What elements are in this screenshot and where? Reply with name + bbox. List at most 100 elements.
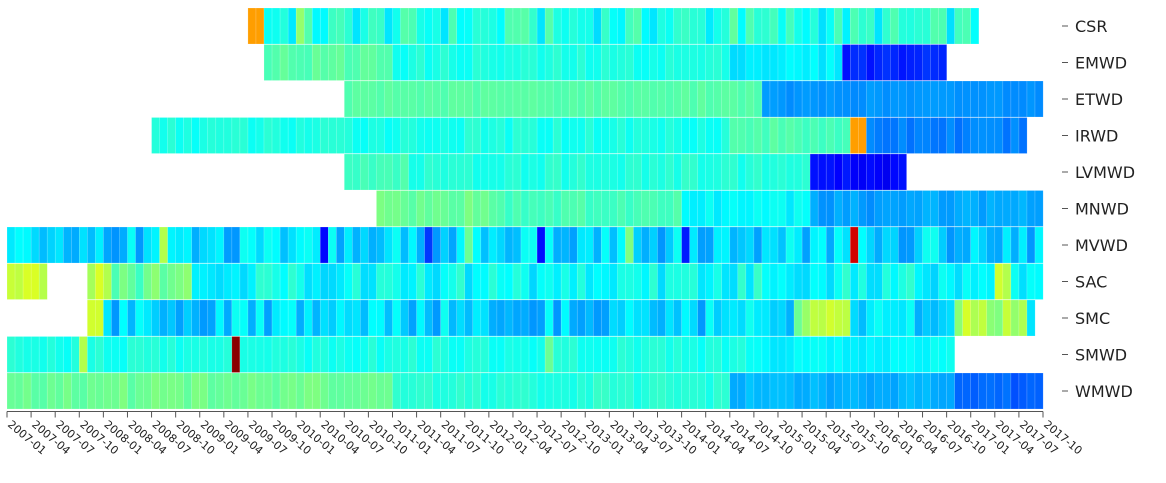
- heatmap-cell: [938, 44, 948, 81]
- heatmap-cell: [520, 190, 530, 227]
- heatmap-cell: [898, 336, 907, 373]
- heatmap-cell: [384, 226, 393, 264]
- heatmap-cell: [576, 226, 586, 264]
- heatmap-cell: [729, 299, 739, 337]
- y-tick-label: SAC: [1075, 273, 1107, 292]
- heatmap-cell: [729, 190, 739, 227]
- heatmap-cell: [785, 117, 795, 154]
- heatmap-cell: [938, 117, 948, 154]
- heatmap-cell: [271, 117, 281, 154]
- heatmap-cell: [914, 263, 923, 300]
- heatmap-cell: [480, 7, 490, 45]
- heatmap-cell: [159, 299, 169, 337]
- heatmap-cell: [352, 117, 361, 154]
- heatmap-cell: [271, 299, 281, 337]
- heatmap-cell: [1002, 299, 1012, 337]
- heatmap-cell: [552, 226, 562, 264]
- heatmap-cell: [480, 80, 490, 118]
- heatmap-cell: [930, 7, 940, 45]
- heatmap-cell: [721, 117, 731, 154]
- heatmap-cell: [657, 190, 666, 227]
- heatmap-cell: [536, 117, 546, 154]
- heatmap-cell: [416, 153, 426, 191]
- heatmap-cell: [930, 44, 940, 81]
- heatmap-cell: [95, 226, 104, 264]
- heatmap-cell: [689, 190, 699, 227]
- heatmap-cell: [376, 263, 385, 300]
- heatmap-cell: [825, 299, 835, 337]
- heatmap-cell: [833, 372, 843, 410]
- heatmap-cell: [713, 117, 723, 154]
- heatmap-cell: [223, 263, 233, 300]
- heatmap-cell: [568, 299, 578, 337]
- heatmap-cell: [761, 372, 771, 410]
- heatmap-cell: [6, 226, 16, 264]
- heatmap-cell: [143, 263, 152, 300]
- heatmap-cell: [850, 44, 859, 81]
- heatmap-cell: [103, 263, 112, 300]
- heatmap-cell: [520, 117, 530, 154]
- heatmap-cell: [520, 226, 530, 264]
- heatmap-cell: [850, 372, 859, 410]
- heatmap-cell: [817, 117, 827, 154]
- heatmap-cell: [480, 117, 490, 154]
- heatmap-cell: [617, 372, 626, 410]
- heatmap-cell: [1034, 263, 1044, 300]
- heatmap-cell: [866, 372, 875, 410]
- heatmap-cell: [938, 80, 948, 118]
- heatmap-cell: [95, 263, 104, 300]
- heatmap-cell: [809, 80, 819, 118]
- heatmap-cell: [119, 372, 128, 410]
- heatmap-cell: [721, 336, 731, 373]
- heatmap-cell: [46, 372, 56, 410]
- heatmap-cell: [737, 336, 747, 373]
- heatmap-cell: [400, 372, 409, 410]
- heatmap-cell: [930, 226, 940, 264]
- heatmap-cell: [143, 226, 152, 264]
- heatmap-cell: [745, 226, 755, 264]
- heatmap-cell: [906, 117, 915, 154]
- heatmap-cell: [303, 263, 313, 300]
- heatmap-cell: [223, 117, 233, 154]
- heatmap-cell: [472, 190, 482, 227]
- heatmap-cell: [319, 336, 329, 373]
- heatmap-cell: [432, 153, 442, 191]
- heatmap-cell: [938, 7, 948, 45]
- heatmap-cell: [448, 44, 458, 81]
- heatmap-cell: [922, 117, 931, 154]
- heatmap-cell: [777, 263, 787, 300]
- heatmap-cell: [536, 80, 546, 118]
- heatmap-cell: [38, 263, 48, 300]
- heatmap-cell: [496, 263, 506, 300]
- heatmap-cell: [689, 44, 699, 81]
- heatmap-cell: [617, 117, 626, 154]
- heatmap-cell: [890, 226, 899, 264]
- heatmap-cell: [898, 117, 907, 154]
- heatmap-cell: [858, 336, 867, 373]
- heatmap-cell: [303, 44, 313, 81]
- heatmap-cell: [713, 263, 723, 300]
- heatmap-cell: [705, 153, 715, 191]
- heatmap-cell: [681, 336, 691, 373]
- heatmap-cell: [833, 80, 843, 118]
- heatmap-cell: [135, 226, 144, 264]
- heatmap-cell: [400, 44, 409, 81]
- heatmap-cell: [62, 336, 72, 373]
- heatmap-cell: [416, 372, 426, 410]
- heatmap-cell: [416, 117, 426, 154]
- heatmap-cell: [841, 372, 851, 410]
- heatmap-cell: [432, 190, 442, 227]
- heatmap-cell: [729, 153, 739, 191]
- heatmap-cell: [657, 336, 666, 373]
- heatmap-cell: [1026, 226, 1036, 264]
- heatmap-cell: [111, 226, 120, 264]
- heatmap-cell: [552, 299, 562, 337]
- heatmap-cell: [657, 263, 666, 300]
- heatmap-cell: [657, 372, 666, 410]
- heatmap-cell: [673, 372, 683, 410]
- heatmap-cell: [633, 7, 642, 45]
- heatmap-cell: [729, 117, 739, 154]
- heatmap-cell: [255, 299, 265, 337]
- heatmap-cell: [87, 336, 96, 373]
- heatmap-cell: [697, 153, 707, 191]
